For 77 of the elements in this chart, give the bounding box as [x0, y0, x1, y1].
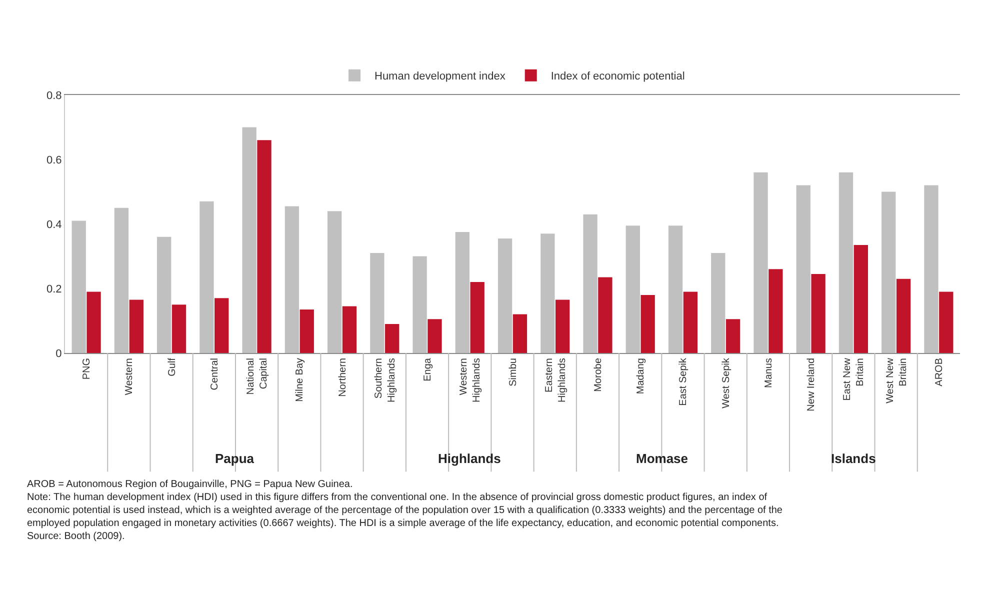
bar — [284, 206, 300, 353]
x-tick-label: Enga — [422, 358, 434, 382]
x-tick-label: Manus — [763, 358, 774, 388]
text: Note: The human development index (HDI) used in this figure differs from the conventional one. In the absence of provincial gross domestic product figures, an index of economic potential is used instead, which is a weighted average of the percentage of the population over 15 with a qualification (0.3333 weights) and the percentage of the employed population engaged in monetary activities (0.6667 weights). The HDI is a simple average of the life expectancy, education, and economic potential components. — [27, 492, 783, 529]
bar — [114, 208, 129, 353]
bar — [768, 269, 783, 353]
bar — [540, 234, 555, 353]
bar — [157, 236, 172, 353]
x-tick-label: Madang — [636, 358, 647, 394]
bar — [711, 253, 726, 353]
bar — [428, 319, 442, 353]
bar — [811, 274, 826, 353]
x-tick-label: AROB — [934, 358, 945, 386]
x-tick-label: Central — [209, 358, 220, 390]
bar — [498, 238, 512, 353]
x-tick-label: Gulf — [166, 358, 178, 376]
bar — [924, 185, 938, 353]
bar — [412, 256, 427, 353]
x-tick-label: Western — [124, 358, 136, 396]
x-tick-label: Simbu — [508, 358, 519, 386]
bar — [726, 319, 740, 353]
x-tick-label: PNG — [82, 358, 93, 380]
y-tick-label: 0.2 — [46, 283, 62, 296]
y-tick-label: 0 — [56, 348, 62, 360]
bar — [242, 127, 256, 353]
source-note: Source: Booth (2009). — [27, 531, 125, 542]
bar — [583, 214, 598, 353]
x-tick-label: Eastern Highlands — [544, 358, 568, 402]
bar — [668, 226, 683, 353]
bar — [370, 253, 384, 353]
bar — [512, 314, 528, 353]
text: Islands — [831, 451, 876, 466]
text: Highlands — [438, 451, 501, 466]
bar — [683, 292, 698, 353]
bar — [854, 244, 868, 353]
bar — [838, 172, 854, 353]
bar — [796, 185, 810, 353]
bar — [172, 304, 186, 353]
x-tick-label: East Sepik — [678, 357, 690, 406]
x-tick-label: New Ireland — [806, 358, 818, 412]
x-tick-label: Western Highlands — [458, 358, 483, 402]
bar — [555, 300, 570, 353]
bar — [300, 309, 314, 353]
bar — [200, 201, 214, 353]
bar — [257, 140, 272, 353]
y-tick-label: 0.4 — [46, 218, 62, 231]
text: Papua — [215, 451, 255, 466]
bar — [882, 192, 896, 353]
bar — [327, 211, 342, 353]
bar — [598, 277, 612, 353]
bar — [939, 292, 954, 353]
bar — [385, 324, 400, 353]
bar — [754, 172, 768, 353]
legend-label: Human development index — [374, 70, 506, 83]
bar — [342, 306, 357, 353]
x-tick-label: Milne Bay — [294, 358, 306, 402]
bar — [86, 292, 101, 353]
y-tick-label: 0.8 — [46, 90, 62, 102]
bar — [455, 232, 470, 353]
x-tick-label: Morobe — [592, 358, 604, 392]
bar — [896, 278, 911, 353]
x-tick-label: National Capital — [246, 358, 270, 395]
x-tick-label: West Sepik — [720, 357, 732, 408]
legend-label: Index of economic potential — [550, 70, 685, 83]
x-tick-label: East New Britain — [842, 357, 866, 401]
x-tick-label: Northern — [337, 358, 348, 397]
bar — [626, 226, 640, 353]
bar — [640, 294, 655, 353]
text: AROB = Autonomous Region of Bougainville, PNG = Papua New Guinea. — [27, 479, 353, 490]
bar — [470, 282, 484, 353]
bar — [214, 298, 229, 353]
x-tick-label: Southern Highlands — [373, 358, 398, 402]
text: Momase — [636, 451, 688, 466]
bar — [129, 300, 144, 353]
bar — [72, 220, 86, 353]
x-tick-label: West New Britain — [884, 357, 909, 404]
y-tick-label: 0.6 — [46, 154, 62, 166]
